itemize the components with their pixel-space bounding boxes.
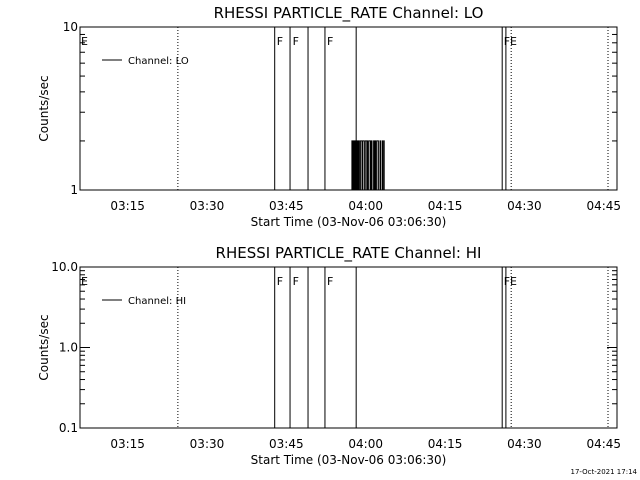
x-tick-label: 03:15 — [110, 199, 145, 213]
x-tick-label: 03:15 — [110, 437, 145, 451]
plot-frame — [79, 26, 618, 191]
y-tick-label: 1.0 — [59, 341, 78, 355]
x-axis-label: Start Time (03-Nov-06 03:06:30) — [251, 453, 447, 467]
x-tick-label: 04:45 — [586, 199, 621, 213]
plot-frame — [79, 266, 618, 429]
x-tick-label: 03:30 — [190, 437, 225, 451]
flag-label: F — [277, 275, 283, 288]
flag-label: F — [327, 35, 333, 48]
flag-label: F — [293, 275, 299, 288]
x-tick-label: 04:30 — [507, 199, 542, 213]
y-axis-label: Counts/sec — [37, 314, 51, 380]
x-tick-label: 03:45 — [269, 437, 304, 451]
flag-label: E — [81, 275, 88, 288]
x-tick-label: 04:15 — [428, 437, 463, 451]
y-tick-label: 10 — [63, 20, 78, 34]
x-tick-label: 04:00 — [348, 199, 383, 213]
x-tick-label: 04:45 — [586, 437, 621, 451]
y-axis-label: Counts/sec — [37, 75, 51, 141]
flag-label: F — [327, 275, 333, 288]
flag-label: F — [293, 35, 299, 48]
footer-timestamp: 17-Oct-2021 17:14 — [571, 468, 638, 476]
y-tick-label: 1 — [70, 183, 78, 197]
flag-label: F — [277, 35, 283, 48]
hi-channel-panel: RHESSI PARTICLE_RATE Channel: HI Start Ti… — [37, 244, 621, 467]
x-tick-label: 03:30 — [190, 199, 225, 213]
legend-label: Channel: HI — [128, 296, 186, 307]
chart-title: RHESSI PARTICLE_RATE Channel: LO — [214, 4, 484, 23]
x-axis-label: Start Time (03-Nov-06 03:06:30) — [251, 215, 447, 229]
chart-title: RHESSI PARTICLE_RATE Channel: HI — [216, 244, 482, 263]
legend-label: Channel: LO — [128, 56, 189, 67]
flag-label: FE — [504, 275, 517, 288]
flag-label: FE — [504, 35, 517, 48]
x-tick-label: 04:30 — [507, 437, 542, 451]
y-tick-label: 10.0 — [51, 260, 78, 274]
y-tick-label: 0.1 — [59, 421, 78, 435]
lo-channel-panel: RHESSI PARTICLE_RATE Channel: LO Start Ti… — [37, 4, 621, 229]
x-tick-label: 04:00 — [348, 437, 383, 451]
x-tick-label: 04:15 — [428, 199, 463, 213]
series-line — [80, 140, 617, 191]
x-tick-label: 03:45 — [269, 199, 304, 213]
flag-label: E — [81, 35, 88, 48]
